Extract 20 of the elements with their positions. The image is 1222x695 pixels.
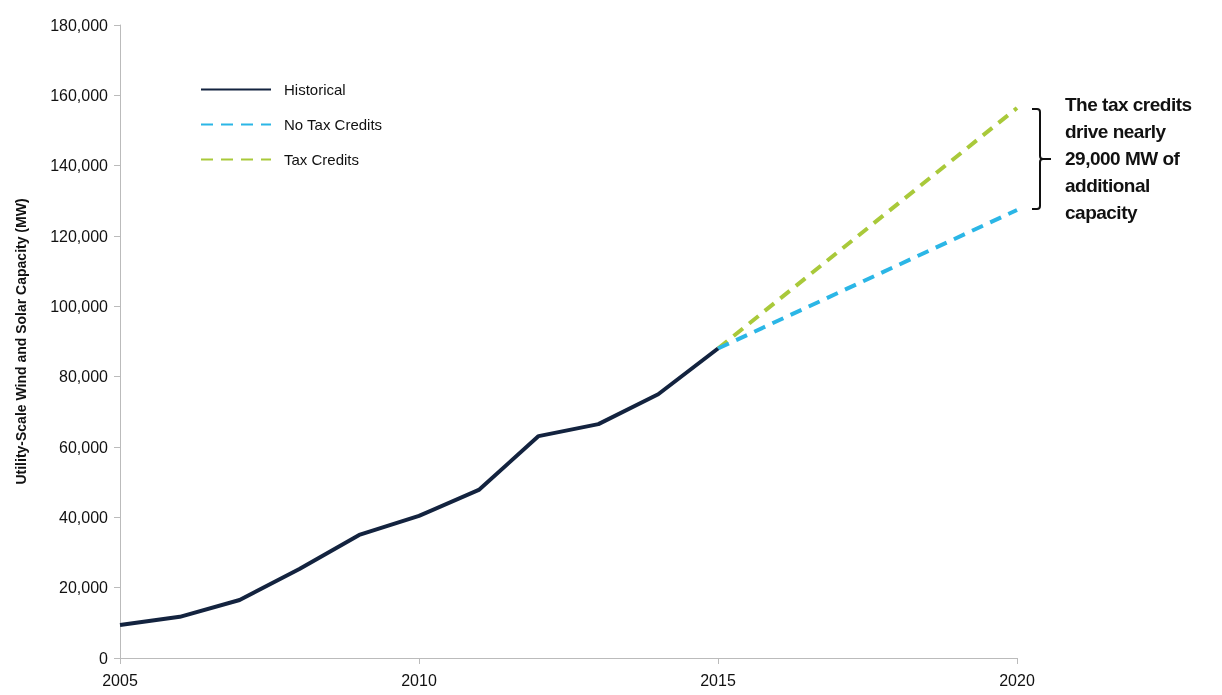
- y-tick-label: 40,000: [59, 508, 109, 526]
- legend-label: No Tax Credits: [284, 116, 383, 133]
- y-tick-label: 20,000: [59, 579, 109, 597]
- y-axis-title: Utility-Scale Wind and Solar Capacity (MW): [13, 198, 29, 485]
- x-tick-label: 2010: [401, 671, 437, 689]
- text: The tax credits drive nearly 29,000 MW of additional capacity: [1065, 93, 1193, 226]
- x-tick-label: 2005: [102, 671, 138, 689]
- legend-label: Historical: [284, 81, 346, 98]
- y-tick-label: 140,000: [50, 157, 109, 175]
- y-tick-label: 160,000: [50, 86, 109, 104]
- y-tick-label: 100,000: [50, 297, 109, 315]
- y-tick-label: 60,000: [59, 438, 109, 456]
- legend-label: Tax Credits: [284, 151, 360, 168]
- x-tick-label: 2015: [700, 671, 736, 689]
- line-series: [118, 346, 720, 627]
- y-tick-label: 80,000: [59, 368, 109, 386]
- y-tick-label: 120,000: [50, 227, 109, 245]
- x-tick-label: 2020: [999, 671, 1035, 689]
- y-tick-label: 180,000: [50, 16, 109, 34]
- y-tick-label: 0: [99, 649, 109, 667]
